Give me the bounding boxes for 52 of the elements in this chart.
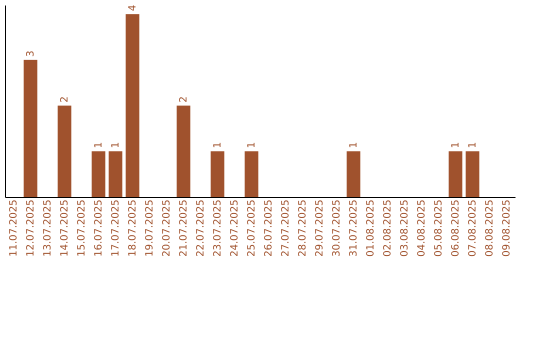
x-tick-label: 15.07.2025	[76, 200, 88, 257]
x-tick-label: 19.07.2025	[144, 200, 156, 257]
data-label: 4	[128, 4, 138, 12]
x-tick-label: 14.07.2025	[60, 200, 70, 257]
x-tick-label: 26.07.2025	[264, 200, 274, 257]
bar	[346, 151, 360, 197]
x-tick-label: 22.07.2025	[196, 200, 206, 257]
x-tick-label: 27.07.2025	[280, 200, 292, 257]
x-tick-label: 28.07.2025	[298, 200, 308, 257]
data-label: 3	[26, 50, 36, 57]
x-tick-label: 09.08.2025	[502, 200, 512, 257]
data-label: 1	[94, 142, 104, 148]
x-tick-label: 23.07.2025	[212, 200, 224, 257]
x-tick-label: 31.07.2025	[348, 200, 360, 257]
bar	[126, 14, 140, 197]
bar	[58, 106, 72, 197]
bar	[210, 151, 224, 197]
bar	[244, 151, 258, 197]
x-tick-label: 24.07.2025	[230, 200, 240, 257]
data-label: 1	[450, 142, 462, 148]
x-tick-label: 18.07.2025	[128, 200, 138, 257]
x-tick-label: 01.08.2025	[366, 200, 376, 257]
bar	[448, 151, 462, 197]
x-tick-label: 13.07.2025	[42, 200, 54, 257]
data-label: 1	[468, 142, 478, 148]
data-label: 1	[246, 142, 258, 148]
x-tick-label: 12.07.2025	[26, 200, 36, 257]
x-tick-label: 30.07.2025	[332, 200, 342, 257]
data-label: 2	[178, 96, 190, 103]
x-tick-label: 25.07.2025	[246, 200, 258, 257]
x-tick-label: 06.08.2025	[450, 200, 462, 257]
data-label: 2	[60, 96, 70, 103]
x-tick-label: 02.08.2025	[382, 200, 394, 257]
x-tick-label: 21.07.2025	[178, 200, 190, 257]
bar	[108, 151, 122, 197]
data-label: 1	[212, 142, 224, 148]
x-tick-label: 11.07.2025	[8, 200, 20, 257]
data-label: 1	[110, 142, 122, 148]
x-tick-label: 20.07.2025	[162, 200, 172, 257]
x-tick-label: 29.07.2025	[314, 200, 326, 257]
bar	[176, 106, 190, 197]
bar	[92, 151, 106, 197]
x-tick-label: 07.08.2025	[468, 200, 478, 257]
bar	[466, 151, 480, 197]
x-tick-label: 04.08.2025	[416, 200, 428, 257]
data-label: 1	[348, 142, 360, 148]
x-tick-label: 03.08.2025	[400, 200, 410, 257]
x-tick-label: 08.08.2025	[484, 200, 496, 257]
x-tick-label: 05.08.2025	[434, 200, 444, 257]
x-tick-label: 17.07.2025	[110, 200, 122, 257]
x-tick-label: 16.07.2025	[94, 200, 104, 257]
bar	[24, 60, 38, 197]
